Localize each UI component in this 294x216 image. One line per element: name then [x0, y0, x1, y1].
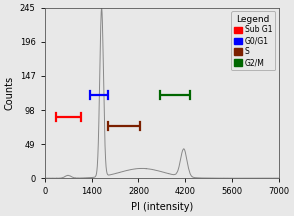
X-axis label: PI (intensity): PI (intensity)	[131, 202, 193, 212]
Legend: Sub G1, G0/G1, S, G2/M: Sub G1, G0/G1, S, G2/M	[231, 11, 275, 70]
Y-axis label: Counts: Counts	[4, 76, 14, 110]
